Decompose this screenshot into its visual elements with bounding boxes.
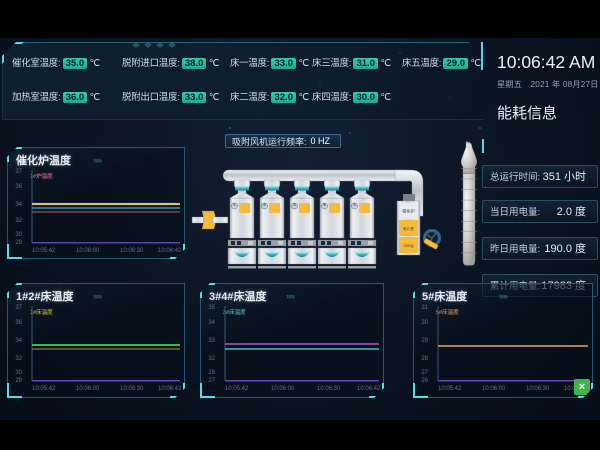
svg-text:28: 28 bbox=[421, 356, 428, 362]
svg-text:10:05:42: 10:05:42 bbox=[32, 248, 56, 254]
svg-text:37: 37 bbox=[15, 169, 22, 175]
svg-text:10:06:42: 10:06:42 bbox=[158, 386, 182, 392]
svg-text:31: 31 bbox=[421, 305, 428, 311]
svg-text:36: 36 bbox=[15, 320, 22, 326]
svg-text:37: 37 bbox=[15, 305, 22, 311]
svg-text:10:06:00: 10:06:00 bbox=[482, 386, 506, 392]
svg-text:32: 32 bbox=[208, 356, 215, 362]
svg-text:10:05:42: 10:05:42 bbox=[225, 386, 249, 392]
svg-text:29: 29 bbox=[15, 240, 22, 246]
svg-text:34: 34 bbox=[15, 338, 22, 344]
svg-text:⑤: ⑤ bbox=[353, 202, 357, 207]
svg-text:唯心是: 唯心是 bbox=[403, 226, 414, 231]
svg-text:26: 26 bbox=[421, 378, 428, 384]
svg-text:催化炉: 催化炉 bbox=[402, 208, 415, 215]
svg-text:33: 33 bbox=[208, 338, 215, 344]
svg-text:10:06:30: 10:06:30 bbox=[526, 386, 550, 392]
svg-text:30: 30 bbox=[15, 370, 22, 376]
svg-text:35: 35 bbox=[208, 305, 215, 311]
svg-text:29: 29 bbox=[421, 338, 428, 344]
svg-text:32: 32 bbox=[15, 356, 22, 362]
svg-text:③: ③ bbox=[293, 202, 297, 207]
svg-text:30: 30 bbox=[421, 320, 428, 326]
svg-text:5#床温度: 5#床温度 bbox=[436, 308, 459, 316]
svg-text:36: 36 bbox=[15, 184, 22, 190]
svg-text:34: 34 bbox=[208, 320, 215, 326]
svg-text:10:05:42: 10:05:42 bbox=[438, 386, 462, 392]
svg-text:34: 34 bbox=[15, 202, 22, 208]
svg-text:10:06:00: 10:06:00 bbox=[76, 386, 100, 392]
svg-text:27: 27 bbox=[208, 378, 215, 384]
svg-text:1#床温度: 1#床温度 bbox=[30, 308, 53, 316]
svg-text:32: 32 bbox=[15, 218, 22, 224]
svg-text:30: 30 bbox=[15, 232, 22, 238]
svg-text:10:05:42: 10:05:42 bbox=[32, 386, 56, 392]
svg-text:②: ② bbox=[263, 202, 267, 207]
svg-text:SD5台: SD5台 bbox=[403, 243, 414, 248]
svg-text:28: 28 bbox=[208, 370, 215, 376]
svg-text:10:06:00: 10:06:00 bbox=[76, 248, 100, 254]
svg-text:10:06:30: 10:06:30 bbox=[120, 386, 144, 392]
svg-text:10:06:30: 10:06:30 bbox=[120, 248, 144, 254]
svg-text:④: ④ bbox=[323, 202, 327, 207]
svg-text:1#炉温度: 1#炉温度 bbox=[30, 172, 53, 180]
svg-text:29: 29 bbox=[15, 378, 22, 384]
svg-text:10:06:42: 10:06:42 bbox=[158, 248, 182, 254]
svg-text:①: ① bbox=[233, 202, 237, 207]
svg-text:3#床温度: 3#床温度 bbox=[223, 308, 246, 316]
svg-text:10:06:00: 10:06:00 bbox=[271, 386, 295, 392]
svg-text:27: 27 bbox=[421, 370, 428, 376]
svg-text:10:06:42: 10:06:42 bbox=[357, 386, 381, 392]
svg-text:10:06:30: 10:06:30 bbox=[317, 386, 341, 392]
